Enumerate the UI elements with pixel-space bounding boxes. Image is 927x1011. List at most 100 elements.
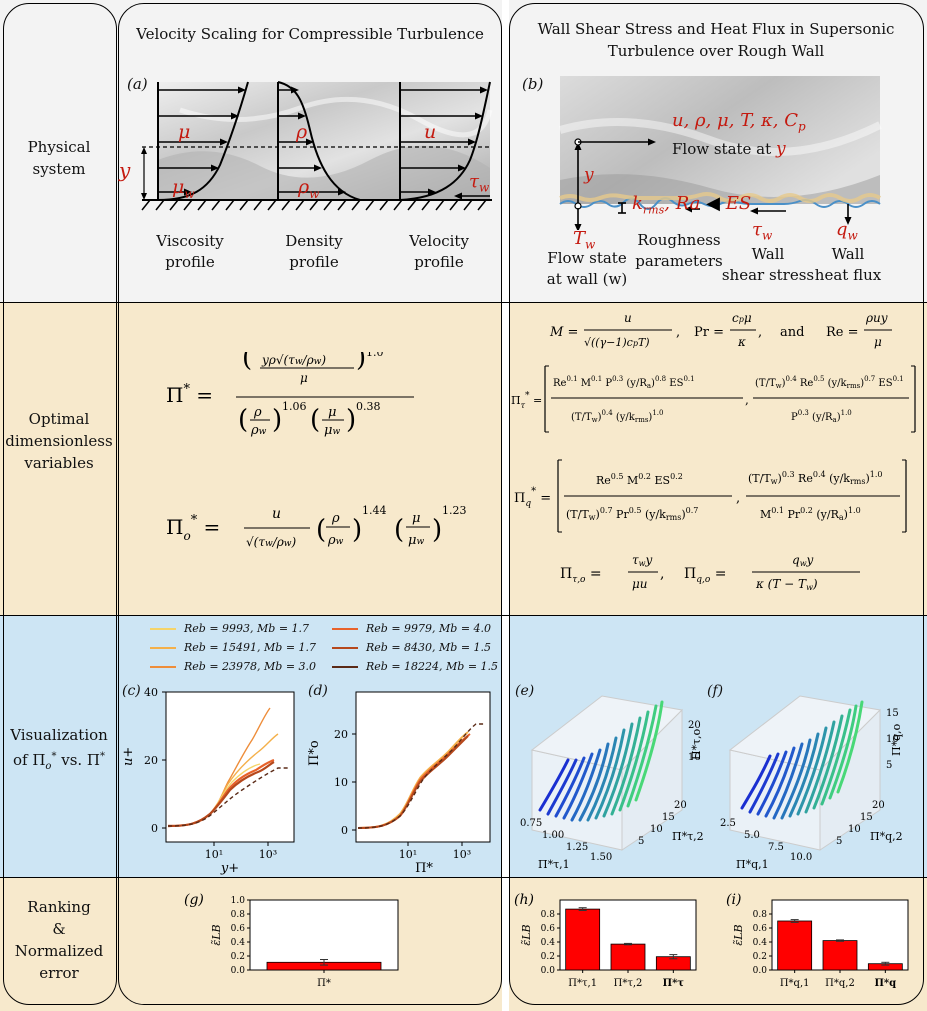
svg-text:μ: μ (328, 405, 336, 420)
bar-chart-h: (h) 0.0 0.2 0.4 0.6 0.8 ε̃LB Π*τ,1 Π*τ,2 Π*τ (514, 892, 697, 989)
svg-text:√(τw/ρw): √(τw/ρw) (246, 535, 297, 549)
row-label-visualization: Visualization of Πo* vs. Π* (10, 726, 108, 772)
y-tick-label: 0.2 (231, 952, 245, 962)
svg-text:μw: μw (324, 423, 340, 438)
svg-text:1.00: 1.00 (542, 830, 564, 841)
svg-text:(T/Tw)0.3 Re0.4 (y/krms)1.0: (T/Tw)0.3 Re0.4 (y/krms)1.0 (748, 470, 883, 486)
wall-heat-flux-label: Wall heat flux (814, 245, 882, 284)
svg-text:Re0.5 M0.2 ES0.2: Re0.5 M0.2 ES0.2 (596, 472, 683, 487)
bar (822, 940, 858, 971)
y-tick-label: 0.6 (231, 924, 246, 934)
svg-text:0.75: 0.75 (520, 818, 542, 829)
panel-f-tag: (f) (707, 683, 724, 699)
svg-text:Re0.1 M0.1 P0.3 (y/Ra)0.8 ES0.: Re0.1 M0.1 P0.3 (y/Ra)0.8 ES0.1 (553, 375, 695, 390)
x-tick-label: Π*τ,2 (614, 978, 643, 989)
svg-text:(: ( (394, 515, 404, 545)
legend: Reb = 9993, Mb = 1.7 Reb = 9979, Mb = 4.… (150, 622, 500, 678)
svg-text:(: ( (238, 405, 248, 435)
y-tick-label: 0.2 (541, 952, 555, 962)
y-tick-label: 0.8 (231, 910, 246, 920)
svg-text:1.0: 1.0 (366, 352, 384, 359)
label-y-a: y (119, 158, 131, 182)
plot-area (249, 899, 399, 971)
legend-item: Reb = 23978, Mb = 3.0 (150, 660, 316, 673)
svg-text:10.0: 10.0 (790, 852, 812, 863)
bar-chart-i: (i) 0.0 0.2 0.4 0.6 0.8 ε̃LB Π*q,1 Π*q,2 Π*q (726, 892, 909, 989)
svg-text:0: 0 (341, 824, 348, 837)
svg-text:Πo* =: Πo* = (166, 513, 220, 543)
panel-d-tag: (d) (308, 683, 328, 699)
label-mu-w: μw (172, 176, 195, 201)
pi-star-equation: Π* = ( yρ√(τw/ρw) μ ) 1.0 ( ρ ρw ) 1.06 … (160, 343, 490, 444)
svg-text:): ) (432, 515, 442, 545)
row-label-ranking: Ranking & Normalized error (14, 898, 104, 982)
svg-text:,: , (736, 491, 740, 506)
svg-text:(: ( (316, 515, 326, 545)
right-title-line1: Wall Shear Stress and Heat Flux in Super… (537, 20, 895, 38)
svg-text:15: 15 (662, 812, 675, 823)
svg-text:20: 20 (872, 800, 885, 811)
svg-text:5: 5 (886, 760, 892, 771)
svg-text:Π*τ,1: Π*τ,1 (538, 858, 570, 870)
y-tick-label: 0.0 (541, 966, 556, 976)
svg-text:15: 15 (860, 812, 873, 823)
bar (610, 943, 646, 971)
svg-text:20: 20 (334, 728, 348, 741)
y-axis-label: ε̃LB (732, 924, 745, 945)
row-divider (0, 302, 927, 303)
svg-text:5: 5 (638, 836, 644, 847)
svg-text:(T/Tw)0.4 Re0.5 (y/krms)0.7 ES: (T/Tw)0.4 Re0.5 (y/krms)0.7 ES0.1 (755, 375, 904, 390)
svg-text:,: , (660, 566, 664, 582)
svg-text:μ: μ (412, 511, 420, 526)
panel-e-tag: (e) (515, 683, 535, 699)
bar (777, 920, 813, 971)
y-tick-label: 0.4 (753, 938, 768, 948)
x-tick-label: Π*q,1 (780, 978, 810, 989)
x-tick-label: Π*τ (663, 978, 685, 989)
svg-text:μu: μu (632, 577, 648, 591)
label-tau-w-a: τw (469, 171, 490, 195)
y-tick-label: 0.6 (541, 924, 556, 934)
y-axis-label: ε̃LB (520, 924, 533, 945)
y-tick-label: 0.2 (753, 952, 767, 962)
legend-label: Reb = 23978, Mb = 3.0 (184, 660, 317, 673)
svg-text:Π*τ,2: Π*τ,2 (672, 830, 704, 843)
panel-b-tag: (b) (522, 75, 544, 93)
wall-hatch (141, 199, 487, 211)
row-label-optimal: Optimal dimensionless variables (5, 410, 113, 472)
svg-text:20: 20 (674, 800, 687, 811)
legend-label: Reb = 15491, Mb = 1.7 (184, 641, 317, 654)
svg-text:10: 10 (334, 776, 348, 789)
svg-text:1.06: 1.06 (282, 400, 307, 413)
svg-text:and: and (780, 325, 804, 340)
legend-item: Reb = 9979, Mb = 4.0 (332, 622, 491, 635)
svg-text:u: u (272, 506, 281, 522)
legend-label: Reb = 9993, Mb = 1.7 (184, 622, 310, 635)
velocity-profile-label: Velocity profile (409, 232, 469, 271)
svg-text:κ: κ (737, 335, 746, 349)
svg-text:Π*q,1: Π*q,1 (736, 858, 769, 870)
svg-text:,: , (745, 393, 749, 407)
label-rho-w: ρw (298, 176, 320, 201)
label-rho: ρ (296, 121, 308, 143)
svg-text:,: , (676, 325, 680, 340)
svg-text:10: 10 (848, 824, 861, 835)
svg-text:1.44: 1.44 (362, 504, 387, 517)
svg-text:ρuy: ρuy (865, 311, 888, 325)
svg-text:ρw: ρw (327, 533, 344, 548)
output-variables-equation: Πτ,o = τwy μu , Πq,o = qwy κ (T − Tw) (560, 550, 900, 600)
bar (565, 908, 601, 971)
svg-text:0.38: 0.38 (356, 400, 381, 413)
svg-text:7.5: 7.5 (768, 842, 784, 853)
svg-text:10: 10 (650, 824, 663, 835)
svg-text:10³: 10³ (259, 848, 277, 861)
roughness-parameters-label: Roughness parameters (635, 231, 723, 270)
svg-text:μ: μ (874, 335, 882, 349)
svg-text:Π*q,2: Π*q,2 (870, 830, 903, 843)
row-label-physical: Physical system (27, 138, 91, 178)
svg-text:20: 20 (688, 720, 701, 731)
svg-text:y+: y+ (220, 861, 239, 876)
row-label-column (3, 3, 117, 1005)
svg-text:1.23: 1.23 (442, 504, 467, 517)
y-tick-label: 0.0 (753, 966, 768, 976)
